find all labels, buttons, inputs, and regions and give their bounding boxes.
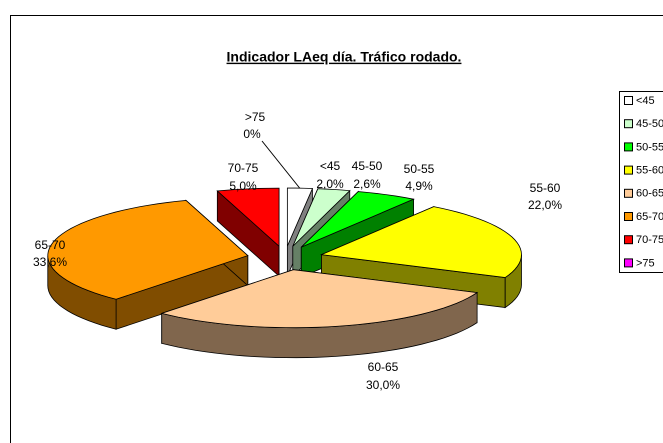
slice-top (319, 206, 522, 278)
data-label-category: 45-50 (352, 159, 383, 173)
chart-title: Indicador LAeq día. Tráfico rodado. (227, 49, 462, 65)
data-label-value: 22,0% (528, 198, 562, 212)
legend-swatch (624, 188, 633, 198)
legend-label: 60-65 (636, 188, 663, 200)
slice (216, 187, 280, 278)
data-label-value: 0% (243, 127, 261, 141)
legend-swatch (624, 165, 633, 175)
data-label-value: 2,6% (353, 177, 381, 191)
slice-top (216, 187, 280, 248)
data-label-value: 5,0% (229, 179, 257, 193)
data-label-category: >75 (245, 110, 266, 124)
slice-top (160, 269, 479, 329)
data-label-value: 4,9% (405, 179, 433, 193)
legend-label: <45 (636, 95, 655, 107)
legend-swatch (624, 119, 633, 129)
legend-swatch (624, 235, 633, 245)
legend-label: 45-50 (636, 118, 663, 130)
data-label-value: 2,0% (316, 177, 344, 191)
legend-label: 55-60 (636, 165, 663, 177)
legend-label: 65-70 (636, 211, 663, 223)
slice-top (300, 191, 415, 248)
data-label-category: 55-60 (530, 181, 561, 195)
data-label-category: <45 (320, 159, 341, 173)
data-label-value: 30,0% (366, 378, 400, 392)
legend-swatch (624, 258, 633, 268)
legend-swatch (624, 96, 633, 105)
slice (319, 206, 522, 309)
legend-swatch (624, 212, 633, 221)
slice-top (292, 188, 351, 247)
data-label-category: 70-75 (228, 161, 259, 175)
data-label-category: 50-55 (404, 162, 435, 176)
data-label-value: 33,6% (33, 255, 67, 269)
legend-label: >75 (636, 257, 655, 269)
legend-label: 70-75 (636, 234, 663, 246)
data-label-category: 60-65 (368, 360, 399, 374)
slice (160, 269, 479, 359)
slice-top (47, 200, 249, 300)
slice-top (286, 187, 314, 247)
legend-label: 50-55 (636, 141, 663, 153)
data-label-category: 65-70 (35, 238, 66, 252)
legend-swatch (624, 142, 633, 152)
slice (47, 199, 249, 330)
